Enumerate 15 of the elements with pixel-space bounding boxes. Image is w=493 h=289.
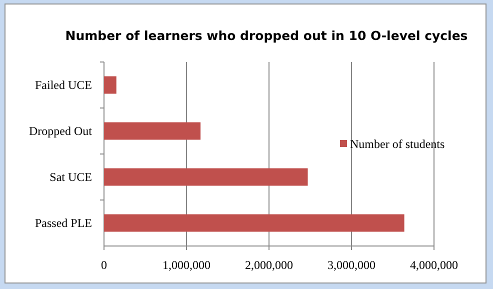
x-tick-label: 2,000,000	[245, 258, 293, 272]
bar	[104, 76, 116, 94]
y-tick-label: Passed PLE	[35, 216, 92, 230]
chart-title: Number of learners who dropped out in 10 O-level cycles	[65, 28, 468, 43]
x-tick-label: 0	[101, 258, 107, 272]
y-tick-label: Sat UCE	[50, 170, 92, 184]
x-tick-label: 3,000,000	[328, 258, 376, 272]
bar	[104, 168, 308, 186]
legend-label: Number of students	[350, 137, 445, 152]
bar	[104, 122, 201, 140]
bar	[104, 214, 404, 232]
x-tick-label: 4,000,000	[410, 258, 458, 272]
y-tick-label: Dropped Out	[29, 124, 93, 138]
x-tick-label: 1,000,000	[162, 258, 210, 272]
y-tick-label: Failed UCE	[35, 78, 92, 92]
